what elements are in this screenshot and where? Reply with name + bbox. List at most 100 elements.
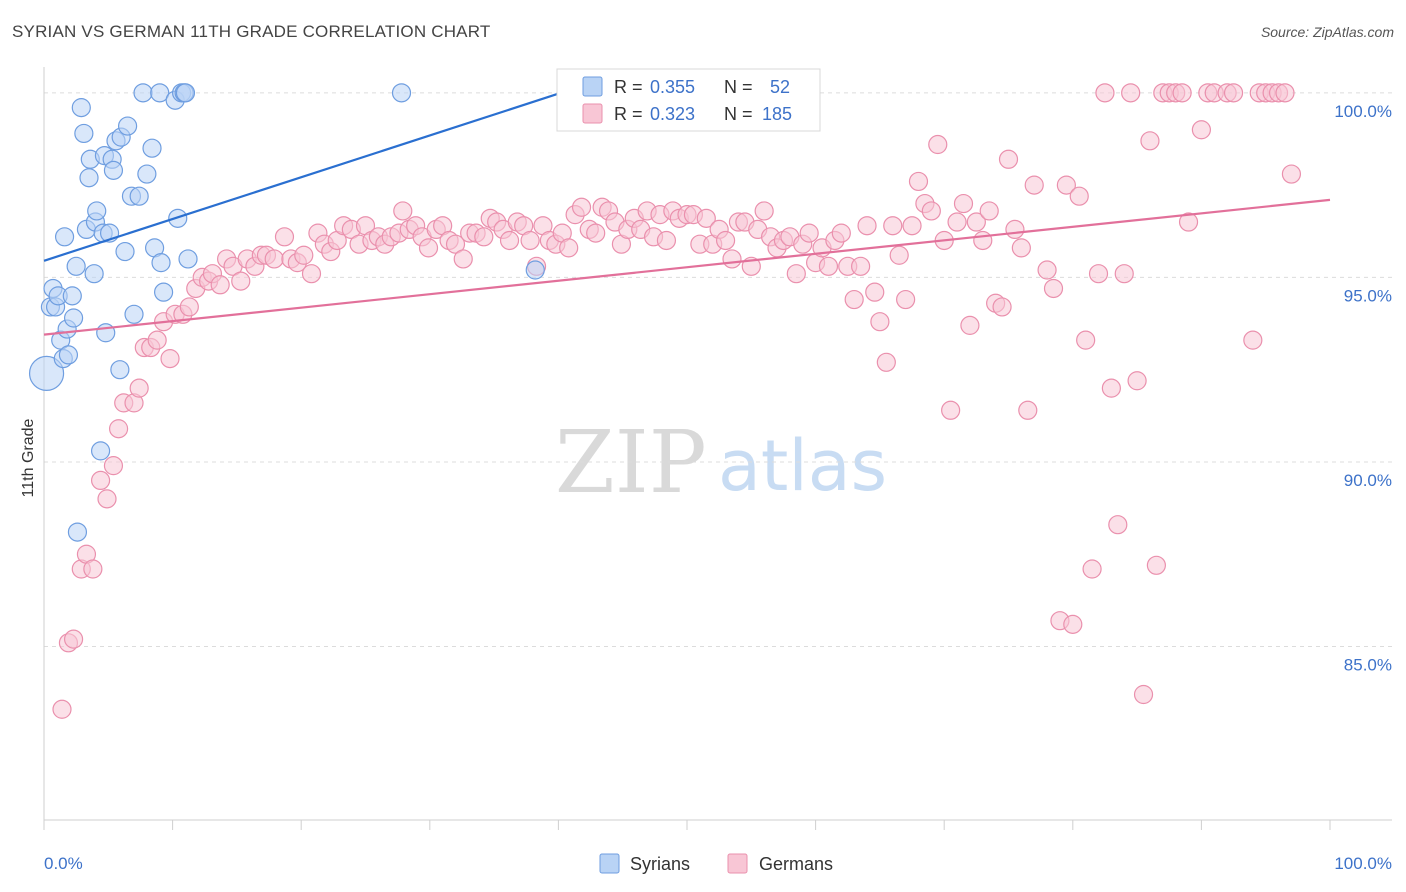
germans-point (1275, 83, 1295, 103)
germans-point (883, 216, 903, 236)
syrians-point (391, 83, 412, 103)
germans-point (844, 289, 864, 310)
germans-point (83, 559, 103, 579)
y-tick-labels: 85.0% 90.0% 95.0% 100.0% (1334, 102, 1392, 675)
germans-point (1005, 219, 1025, 240)
trend-lines (43, 91, 1331, 336)
germans-point (947, 212, 967, 232)
syrians-point (129, 186, 149, 206)
germans-point (571, 197, 592, 217)
syrians-r-label: R = (614, 77, 643, 97)
germans-point (129, 378, 149, 398)
germans-point (998, 149, 1019, 169)
syrians-point (117, 116, 138, 136)
germans-series (52, 83, 1302, 719)
y-tick-label: 95.0% (1344, 286, 1392, 305)
x-tick-label-min: 0.0% (44, 854, 83, 873)
germans-point (1069, 186, 1089, 206)
germans-point (559, 238, 579, 258)
syrians-point (178, 249, 198, 269)
germans-point (1076, 330, 1096, 350)
syrians-point (79, 168, 99, 188)
germans-point (160, 349, 180, 369)
germans-point (1056, 175, 1076, 195)
germans-point (103, 456, 124, 476)
syrians-point (115, 241, 135, 262)
syrians-point (87, 201, 107, 221)
y-tick-label: 85.0% (1344, 656, 1392, 675)
syrians-point (66, 256, 86, 276)
syrians-point (54, 227, 75, 247)
germans-point (147, 330, 167, 350)
syrians-point (137, 164, 157, 184)
germans-point (851, 256, 871, 276)
germans-point (1121, 83, 1141, 103)
germans-point (1281, 164, 1302, 184)
syrians-trend-line (43, 91, 562, 262)
germans-point (210, 275, 230, 295)
syrians-point (74, 123, 94, 144)
syrians-point (151, 253, 171, 273)
germans-point (1243, 330, 1263, 350)
germans-point (921, 201, 941, 221)
germans-point (231, 271, 251, 291)
germans-point (928, 134, 948, 155)
legend-syrians-swatch (599, 853, 620, 874)
germans-point (1178, 212, 1199, 232)
germans-point (1133, 684, 1154, 705)
grid-lines (44, 92, 1392, 648)
germans-point (992, 297, 1012, 317)
germans-point (63, 629, 84, 649)
y-tick-label: 100.0% (1334, 102, 1392, 121)
syrians-point (175, 83, 196, 103)
germans-point (973, 230, 993, 251)
syrians-point (150, 83, 170, 103)
germans-point (941, 400, 961, 420)
germans-point (97, 489, 117, 509)
syrians-n-value: 52 (770, 77, 790, 97)
syrians-n-label: N = (724, 77, 753, 97)
germans-point (1114, 264, 1134, 284)
germans-point (902, 216, 922, 236)
germans-trend-line (43, 198, 1331, 336)
germans-point (301, 264, 322, 284)
germans-point (90, 470, 111, 491)
germans-point (953, 193, 974, 214)
legend-germans-label: Germans (759, 854, 833, 874)
germans-point (520, 230, 540, 251)
germans-swatch (582, 103, 603, 124)
germans-point (656, 230, 677, 251)
stats-legend: R = 0.355 N = 52 R = 0.323 N = 185 (556, 68, 821, 132)
syrians-point (28, 355, 65, 391)
syrians-series (28, 83, 545, 542)
syrians-point (110, 360, 130, 380)
germans-point (418, 238, 439, 258)
x-tick-label-max: 100.0% (1334, 854, 1392, 873)
germans-point (715, 230, 736, 251)
germans-point (722, 249, 742, 269)
germans-point (1024, 175, 1044, 195)
germans-point (857, 216, 877, 236)
watermark-zip: ZIP (555, 413, 707, 513)
syrians-point (67, 522, 88, 542)
syrians-point (58, 345, 79, 365)
germans-point (966, 212, 986, 232)
germans-point (1088, 264, 1109, 284)
germans-point (52, 699, 72, 719)
germans-point (1063, 614, 1083, 634)
germans-point (865, 282, 885, 302)
syrians-point (71, 98, 91, 118)
germans-point (453, 249, 473, 269)
germans-point (1037, 260, 1057, 280)
germans-point (1101, 378, 1121, 398)
germans-point (1172, 83, 1192, 103)
germans-point (1011, 238, 1031, 258)
syrians-point (62, 286, 82, 306)
series-legend: Syrians Germans (599, 853, 833, 874)
germans-point (445, 234, 466, 254)
germans-point (264, 249, 284, 269)
germans-point (908, 171, 929, 192)
syrians-r-value: 0.355 (650, 77, 695, 97)
syrians-point (142, 138, 162, 158)
germans-point (393, 201, 413, 221)
